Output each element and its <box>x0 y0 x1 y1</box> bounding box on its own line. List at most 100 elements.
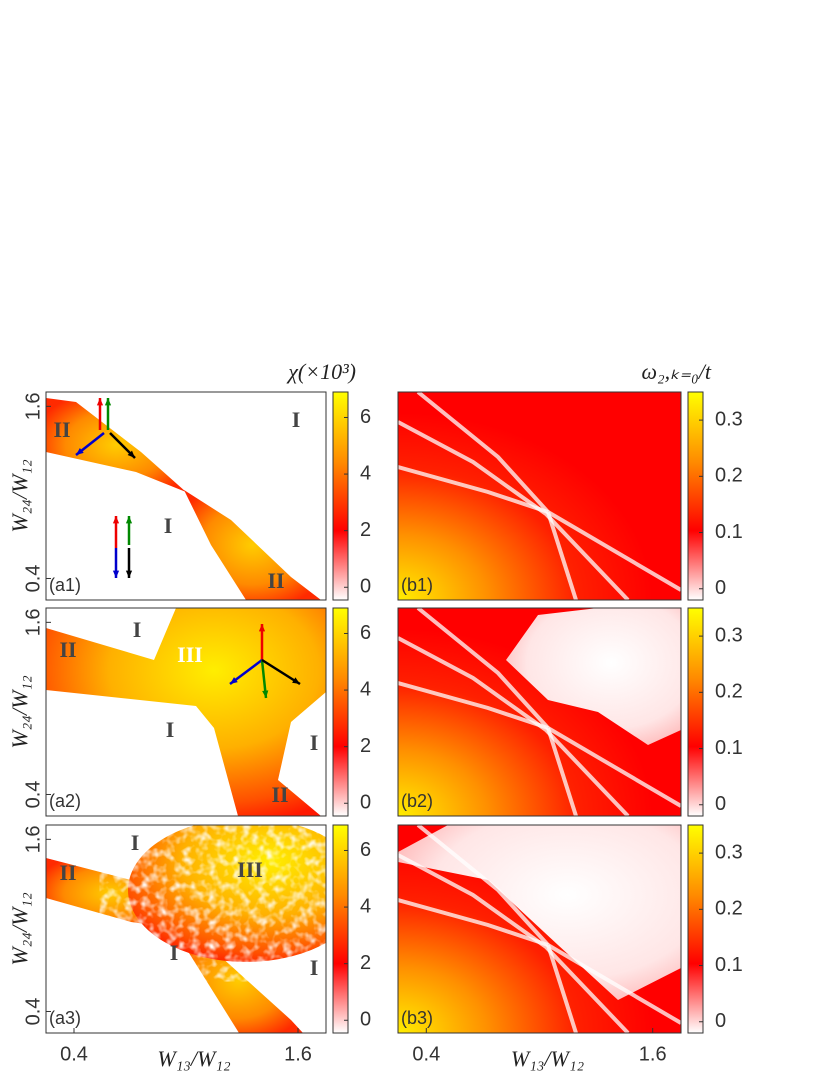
heatmap <box>398 825 681 1033</box>
colorbar-tick-label: 2 <box>360 952 371 974</box>
heatmap-ridge <box>546 944 578 1033</box>
y-tick-label: 1.6 <box>22 825 44 853</box>
plot-frame <box>45 607 327 817</box>
arrow-head <box>125 516 133 524</box>
y-tick-label: 1.6 <box>22 608 44 636</box>
heatmap-ridge <box>398 681 549 730</box>
y-tick-label: 0.4 <box>22 998 44 1026</box>
y-tick-label: 0.4 <box>22 781 44 809</box>
region-label: I <box>170 940 179 965</box>
arrow-head <box>104 398 112 406</box>
arrow-head <box>112 516 120 524</box>
region-label: II <box>59 860 76 885</box>
colorbar <box>332 607 349 817</box>
region-label: I <box>292 407 301 432</box>
heatmap-noise <box>124 825 326 966</box>
region-label: I <box>310 955 319 980</box>
colorbar-tick-label: 0 <box>360 1009 371 1031</box>
plot-frame <box>397 824 682 1034</box>
region-label: II <box>271 782 288 807</box>
heatmap-ridge <box>398 898 549 947</box>
heatmap-region <box>304 712 326 790</box>
colorbar <box>687 391 704 601</box>
colorbar-tick-label: 6 <box>360 622 371 644</box>
region-label: I <box>164 513 173 538</box>
y-axis-label: W₂₄/W₁₂ <box>7 675 32 749</box>
colorbar-title: χ(×10³) <box>286 359 356 384</box>
colorbar-tick-label: 0.1 <box>715 521 743 543</box>
arrow-head <box>292 677 300 684</box>
region-label: II <box>59 637 76 662</box>
colorbar-tick-label: 0.2 <box>715 465 743 487</box>
heatmap-ridge <box>546 511 578 600</box>
region-label: III <box>177 642 203 667</box>
region-label: II <box>267 568 284 593</box>
arrow-head <box>76 447 84 455</box>
x-tick-label: 1.6 <box>639 1043 667 1065</box>
heatmap-ridge <box>416 608 550 730</box>
region-label: I <box>166 717 175 742</box>
arrow-head <box>230 677 238 684</box>
y-axis-label: W₂₄/W₁₂ <box>7 459 32 533</box>
colorbar-tick-label: 2 <box>360 519 371 541</box>
arrow-head <box>125 570 133 578</box>
panel-label: (a1) <box>49 575 81 595</box>
heatmap-ridge <box>398 853 630 1033</box>
colorbar <box>332 391 349 601</box>
heatmap-ridge <box>416 392 550 514</box>
heatmap-region <box>184 490 321 600</box>
heatmap-ridge <box>546 943 681 1025</box>
plot-frame <box>397 391 682 601</box>
colorbar-tick-label: 0.2 <box>715 898 743 920</box>
x-axis-label: W₁₃/W₁₂ <box>511 1046 585 1071</box>
colorbar-tick-label: 0.2 <box>715 681 743 703</box>
colorbar <box>332 824 349 1034</box>
arrow-head <box>96 398 104 406</box>
colorbar-tick-label: 0 <box>715 793 726 815</box>
heatmap <box>46 392 326 600</box>
region-label: III <box>237 857 263 882</box>
heatmap-ridge <box>416 825 550 947</box>
heatmap <box>398 392 681 600</box>
heatmap-ridge <box>398 636 630 816</box>
colorbar-tick-label: 4 <box>360 895 371 917</box>
x-axis-label: W₁₃/W₁₂ <box>157 1046 231 1071</box>
arrow-head <box>127 450 135 458</box>
arrow-head <box>112 570 120 578</box>
colorbar <box>687 607 704 817</box>
region-label: I <box>133 617 142 642</box>
x-tick-label: 1.6 <box>284 1043 312 1065</box>
plot-frame <box>45 391 327 601</box>
heatmap-region <box>46 398 186 492</box>
region-label: II <box>53 417 70 442</box>
panel-label: (b1) <box>401 575 433 595</box>
heatmap-ridge <box>398 465 549 514</box>
panel-label: (a2) <box>49 791 81 811</box>
colorbar-tick-label: 0.1 <box>715 737 743 759</box>
colorbar-tick-label: 0.1 <box>715 954 743 976</box>
plot-frame <box>397 607 682 817</box>
arrow-head <box>258 624 266 632</box>
colorbar-tick-label: 0 <box>715 577 726 599</box>
plot-frame <box>45 824 327 1034</box>
heatmap-ridge <box>546 510 681 592</box>
heatmap-region <box>506 608 681 745</box>
y-axis-label: W₂₄/W₁₂ <box>7 892 32 966</box>
colorbar-tick-label: 0 <box>360 792 371 814</box>
colorbar-title: ω₂,ₖ₌₀/t <box>641 359 711 384</box>
colorbar-tick-label: 6 <box>360 406 371 428</box>
region-label: I <box>310 730 319 755</box>
heatmap-bg <box>398 392 681 600</box>
heatmap <box>398 608 681 816</box>
colorbar-tick-label: 0 <box>360 576 371 598</box>
colorbar-tick-label: 0.3 <box>715 841 743 863</box>
colorbar-tick-label: 0.3 <box>715 624 743 646</box>
y-tick-label: 0.4 <box>22 565 44 593</box>
heatmap-ridge <box>546 727 578 816</box>
arrow <box>261 658 301 686</box>
heatmap-ridge <box>546 726 681 808</box>
colorbar-tick-label: 6 <box>360 839 371 861</box>
panel-label: (b3) <box>401 1008 433 1028</box>
arrow-head <box>262 690 269 698</box>
